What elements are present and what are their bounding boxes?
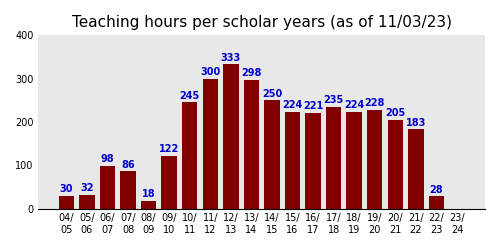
Text: 205: 205 (385, 108, 406, 118)
Bar (120, 171, 136, 208)
Bar (285, 112, 300, 208)
Text: 18: 18 (142, 189, 156, 199)
Bar (100, 166, 115, 208)
Bar (162, 156, 177, 208)
Text: 183: 183 (406, 118, 426, 128)
Text: 245: 245 (180, 91, 200, 101)
Text: 221: 221 (303, 101, 323, 111)
Text: 224: 224 (282, 100, 302, 110)
Text: 28: 28 (430, 185, 443, 195)
Bar (408, 129, 424, 208)
Text: 30: 30 (60, 184, 73, 194)
Bar (182, 102, 198, 208)
Bar (367, 110, 382, 208)
Text: 298: 298 (241, 68, 262, 78)
Text: 224: 224 (344, 100, 364, 110)
Bar (223, 64, 238, 208)
Bar (202, 79, 218, 208)
Text: 122: 122 (159, 144, 180, 154)
Bar (79, 195, 94, 208)
Bar (141, 201, 156, 208)
Bar (264, 100, 280, 208)
Text: 333: 333 (220, 52, 241, 62)
Bar (326, 107, 342, 208)
Text: 86: 86 (121, 160, 135, 170)
Bar (58, 196, 74, 208)
Text: 98: 98 (100, 154, 114, 164)
Text: 250: 250 (262, 88, 282, 99)
Title: Teaching hours per scholar years (as of 11/03/23): Teaching hours per scholar years (as of … (72, 15, 452, 30)
Text: 228: 228 (364, 98, 385, 108)
Text: 235: 235 (324, 95, 344, 105)
Bar (346, 112, 362, 208)
Text: 300: 300 (200, 67, 220, 77)
Bar (244, 80, 259, 208)
Bar (306, 113, 321, 208)
Bar (388, 120, 403, 208)
Bar (428, 196, 444, 208)
Text: 32: 32 (80, 183, 94, 193)
